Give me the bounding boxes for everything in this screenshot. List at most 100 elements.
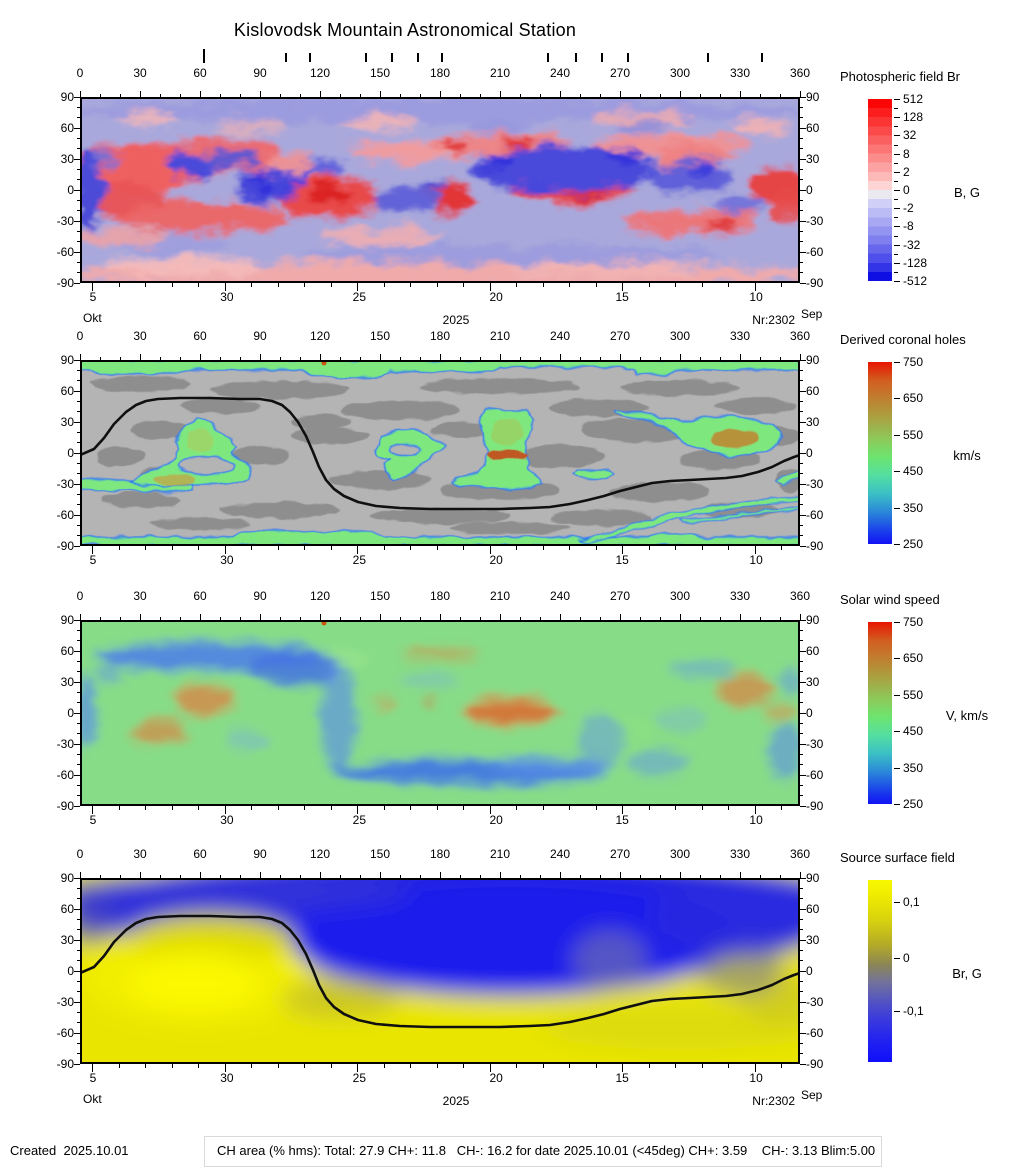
axis-decoration [799, 91, 801, 97]
axis-decoration [894, 208, 900, 210]
solar_wind-colorbar [868, 622, 892, 804]
axis-decoration [99, 94, 101, 97]
lon-tick-label: 120 [309, 66, 331, 80]
axis-decoration [479, 617, 481, 620]
axis-decoration [179, 357, 181, 360]
axis-decoration [139, 614, 141, 620]
axis-decoration [77, 702, 80, 704]
axis-decoration [800, 251, 806, 253]
axis-decoration [77, 887, 80, 889]
axis-decoration [779, 617, 781, 620]
axis-decoration [77, 148, 80, 150]
axis-decoration [77, 898, 80, 900]
lon-tick-label: 300 [669, 66, 691, 80]
lon-tick-label: 330 [729, 847, 751, 861]
axis-decoration [739, 872, 741, 878]
axis-decoration [800, 168, 803, 170]
axis-decoration [74, 421, 80, 423]
colorbar-unit-vkms: V, km/s [945, 708, 989, 723]
axis-decoration [800, 712, 806, 714]
axis-decoration [800, 1011, 803, 1013]
axis-decoration [800, 380, 803, 382]
axis-decoration [894, 281, 900, 282]
axis-decoration [542, 283, 544, 287]
axis-decoration [330, 546, 332, 550]
axis-decoration [800, 887, 803, 889]
ch-area-stats-text: CH area (% hms): Total: 27.9 CH+: 11.8 C… [217, 1143, 876, 1158]
axis-decoration [319, 354, 321, 360]
longitude-marker [441, 53, 443, 62]
lon-tick-label: 0 [76, 847, 84, 861]
colorbar-tick-label: 750 [903, 355, 924, 369]
axis-decoration [800, 473, 803, 475]
axis-decoration [259, 354, 261, 360]
axis-decoration [74, 877, 80, 879]
lat-tick-label: -90 [806, 1057, 824, 1071]
lon-tick-label: 150 [369, 329, 391, 343]
axis-decoration [799, 614, 801, 620]
axis-decoration [622, 283, 624, 291]
lat-tick-label: 90 [60, 613, 74, 627]
axis-decoration [198, 806, 200, 810]
solar_wind-map [80, 620, 800, 806]
axis-decoration [99, 357, 101, 360]
axis-decoration [145, 1064, 147, 1068]
axis-decoration [159, 94, 161, 97]
axis-decoration [894, 171, 900, 173]
lon-tick-label: 60 [193, 847, 207, 861]
axis-decoration [659, 875, 661, 878]
created-timestamp: Created 2025.10.01 [10, 1143, 129, 1158]
lat-tick-label: 30 [60, 415, 74, 429]
lat-tick-label: 90 [806, 90, 820, 104]
colorbar-tick-label: 750 [903, 615, 924, 629]
axis-decoration [800, 452, 806, 454]
axis-decoration [800, 390, 806, 392]
axis-decoration [894, 901, 900, 903]
colorbar-title-coronal-holes: Derived coronal holes [840, 332, 966, 347]
month-label-left: Okt [83, 311, 102, 325]
axis-decoration [77, 980, 80, 982]
axis-decoration [77, 1011, 80, 1013]
axis-decoration [519, 875, 521, 878]
axis-decoration [304, 1064, 306, 1068]
axis-decoration [675, 806, 677, 810]
axis-decoration [800, 282, 806, 284]
axis-decoration [224, 283, 226, 291]
axis-decoration [463, 283, 465, 287]
colorbar-tick-label: 650 [903, 391, 924, 406]
lat-tick-label: -30 [806, 995, 824, 1009]
axis-decoration [219, 94, 221, 97]
axis-decoration [279, 94, 281, 97]
lat-tick-label: 60 [806, 644, 820, 658]
axis-decoration [595, 806, 597, 810]
axis-decoration [383, 806, 385, 810]
axis-decoration [77, 493, 80, 495]
lat-tick-label: -30 [56, 477, 74, 491]
axis-decoration [569, 283, 571, 287]
axis-decoration [304, 806, 306, 810]
axis-decoration [277, 1064, 279, 1068]
date-tick-label: 5 [89, 813, 97, 827]
axis-decoration [118, 1064, 120, 1068]
axis-decoration [800, 733, 803, 735]
axis-decoration [519, 617, 521, 620]
axis-decoration [459, 617, 461, 620]
axis-decoration [516, 806, 518, 810]
lat-tick-label: 30 [806, 933, 820, 947]
axis-decoration [800, 939, 806, 941]
axis-decoration [399, 875, 401, 878]
axis-decoration [139, 872, 141, 878]
axis-decoration [419, 357, 421, 360]
axis-decoration [800, 1032, 806, 1034]
axis-decoration [800, 189, 806, 191]
axis-decoration [79, 614, 81, 620]
axis-decoration [516, 1064, 518, 1068]
lat-tick-label: -60 [56, 1026, 74, 1040]
colorbar-tick-label: -32 [903, 237, 921, 252]
axis-decoration [224, 546, 226, 554]
axis-decoration [77, 949, 80, 951]
colorbar-tick-label: 512 [903, 92, 924, 106]
axis-decoration [599, 617, 601, 620]
axis-decoration [77, 1022, 80, 1024]
axis-decoration [894, 253, 898, 255]
